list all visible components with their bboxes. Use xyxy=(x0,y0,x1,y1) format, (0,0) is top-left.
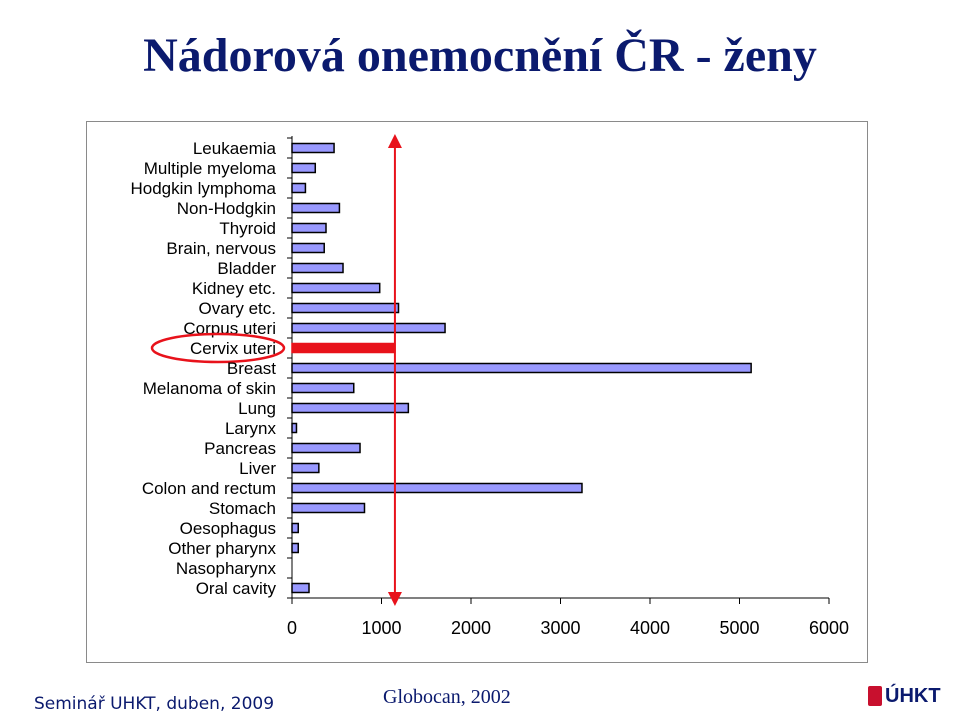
x-tick-label-6000: 6000 xyxy=(809,618,849,638)
x-tick-label-1000: 1000 xyxy=(361,618,401,638)
category-label-brain-nervous: Brain, nervous xyxy=(166,239,276,258)
reference-arrow-up xyxy=(387,134,402,148)
bar-non-hodgkin xyxy=(291,202,341,214)
highlight-ellipse xyxy=(150,332,286,364)
category-label-liver: Liver xyxy=(239,459,276,478)
category-label-thyroid: Thyroid xyxy=(219,219,276,238)
x-tick-label-4000: 4000 xyxy=(630,618,670,638)
bar-corpus-uteri xyxy=(291,322,446,334)
category-label-larynx: Larynx xyxy=(225,419,277,438)
x-tick-label-3000: 3000 xyxy=(540,618,580,638)
category-label-hodgkin-lymphoma: Hodgkin lymphoma xyxy=(130,179,276,198)
x-tick-label-2000: 2000 xyxy=(451,618,491,638)
bar-cervix-uteri xyxy=(291,342,396,354)
bar-multiple-myeloma xyxy=(291,162,317,174)
bar-stomach xyxy=(291,502,366,514)
footer-source: Globocan, 2002 xyxy=(383,686,511,708)
chart-frame xyxy=(86,121,868,663)
reference-arrow-down xyxy=(387,592,402,606)
category-label-nasopharynx: Nasopharynx xyxy=(176,559,277,578)
x-tick-label-5000: 5000 xyxy=(719,618,759,638)
bar-other-pharynx xyxy=(291,542,300,554)
logo-text: ÚHKT xyxy=(885,684,941,707)
bar-bladder xyxy=(291,262,344,274)
x-tick-label-0: 0 xyxy=(287,618,297,638)
bar-colon-and-rectum xyxy=(291,482,583,494)
category-label-non-hodgkin: Non-Hodgkin xyxy=(177,199,276,218)
category-label-melanoma-of-skin: Melanoma of skin xyxy=(143,379,276,398)
logo-icon xyxy=(868,686,882,706)
bar-ovary-etc xyxy=(291,302,400,314)
uhkt-logo: ÚHKT xyxy=(868,684,942,708)
category-label-pancreas: Pancreas xyxy=(204,439,276,458)
category-label-stomach: Stomach xyxy=(209,499,276,518)
bar-pancreas xyxy=(291,442,361,454)
footer-seminar: Seminář UHKT, duben, 2009 xyxy=(34,694,275,714)
bar-oral-cavity xyxy=(291,582,310,594)
category-label-breast: Breast xyxy=(227,359,276,378)
category-label-oral-cavity: Oral cavity xyxy=(196,579,277,598)
category-label-lung: Lung xyxy=(238,399,276,418)
category-label-cervix-uteri: Cervix uteri xyxy=(190,339,276,358)
page-title: Nádorová onemocnění ČR - ženy xyxy=(143,29,817,82)
bar-breast xyxy=(291,362,752,374)
bar-brain-nervous xyxy=(291,242,325,254)
category-label-multiple-myeloma: Multiple myeloma xyxy=(144,159,277,178)
bar-oesophagus xyxy=(291,522,300,534)
bar-hodgkin-lymphoma xyxy=(291,182,307,194)
category-label-ovary-etc: Ovary etc. xyxy=(199,299,276,318)
category-label-bladder: Bladder xyxy=(217,259,276,278)
category-label-colon-and-rectum: Colon and rectum xyxy=(142,479,276,498)
bar-kidney-etc xyxy=(291,282,381,294)
bar-larynx xyxy=(291,422,298,434)
category-label-kidney-etc: Kidney etc. xyxy=(192,279,276,298)
category-label-oesophagus: Oesophagus xyxy=(180,519,276,538)
bar-thyroid xyxy=(291,222,327,234)
category-label-leukaemia: Leukaemia xyxy=(193,139,277,158)
bar-melanoma-of-skin xyxy=(291,382,355,394)
bar-leukaemia xyxy=(291,142,335,154)
category-label-other-pharynx: Other pharynx xyxy=(168,539,276,558)
bar-liver xyxy=(291,462,320,474)
bar-lung xyxy=(291,402,410,414)
